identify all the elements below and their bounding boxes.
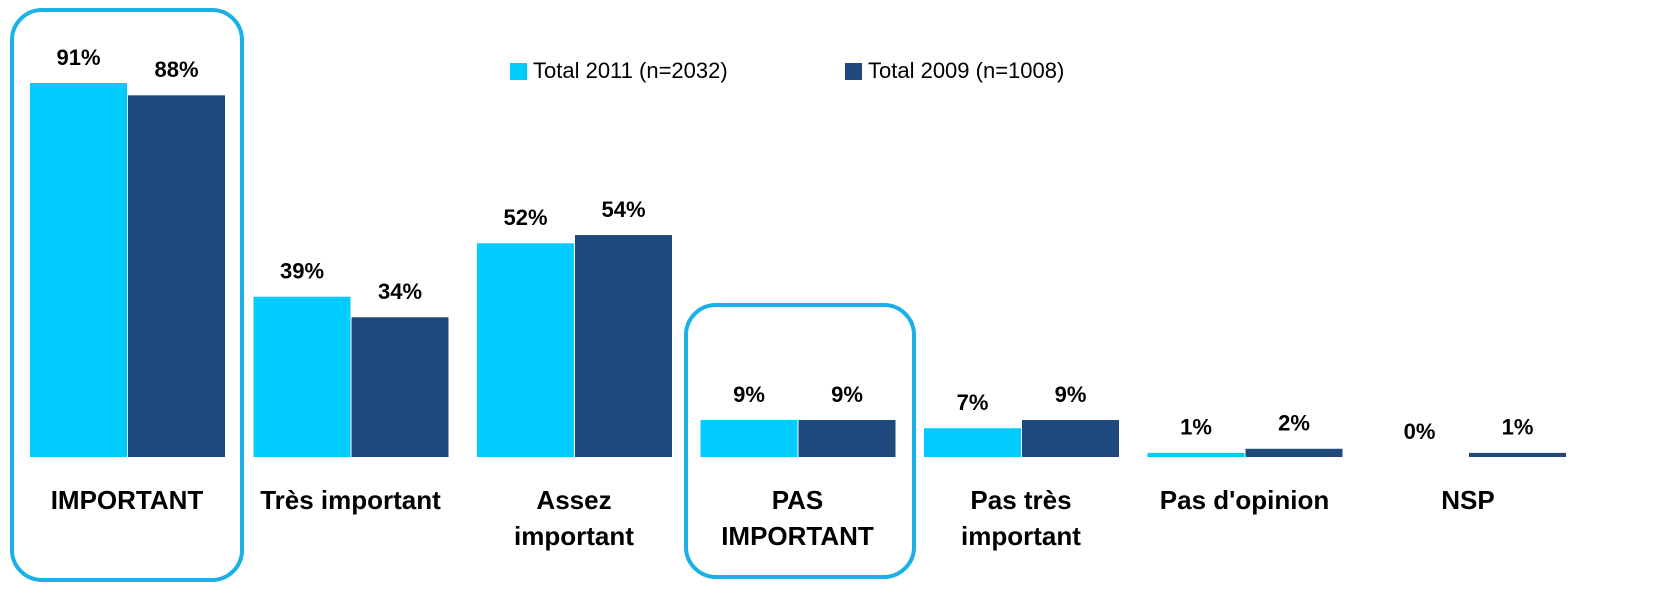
bar [477, 243, 574, 457]
value-label: 0% [1404, 419, 1436, 444]
category-label: Pas d'opinion [1159, 485, 1330, 515]
value-label: 39% [280, 259, 324, 284]
legend-label: Total 2011 (n=2032) [533, 58, 728, 83]
value-label: 9% [1055, 382, 1087, 407]
value-label: 9% [831, 382, 863, 407]
category-label: Assez important [514, 485, 634, 551]
category-label: IMPORTANT [50, 485, 204, 515]
category-label: Très important [260, 485, 441, 515]
highlight-box [10, 8, 244, 582]
bar [351, 317, 449, 457]
bar [1245, 448, 1343, 457]
legend-label: Total 2009 (n=1008) [868, 58, 1064, 83]
legend-swatch [510, 63, 527, 80]
value-label: 34% [378, 279, 422, 304]
value-label: 7% [957, 390, 989, 415]
value-label: 1% [1502, 415, 1534, 440]
category-label: PAS IMPORTANT [721, 485, 874, 551]
value-label: 54% [601, 197, 645, 222]
legend-swatch [845, 63, 862, 80]
value-label: 1% [1180, 415, 1212, 440]
bar [253, 296, 351, 457]
bar [924, 428, 1021, 457]
value-label: 52% [503, 205, 547, 230]
bar [128, 95, 225, 457]
bar [1469, 452, 1566, 457]
category-label: NSP [1441, 485, 1495, 515]
bar [700, 420, 798, 457]
value-label: 2% [1278, 411, 1310, 436]
bar [1022, 420, 1119, 457]
highlight-box [684, 303, 916, 579]
value-label: 88% [154, 57, 198, 82]
value-label: 91% [56, 45, 100, 70]
bar [30, 82, 127, 458]
value-label: 9% [733, 382, 765, 407]
category-label: Pas très important [961, 485, 1081, 551]
bar [575, 235, 672, 457]
bar [798, 420, 896, 457]
bar [1147, 452, 1245, 457]
